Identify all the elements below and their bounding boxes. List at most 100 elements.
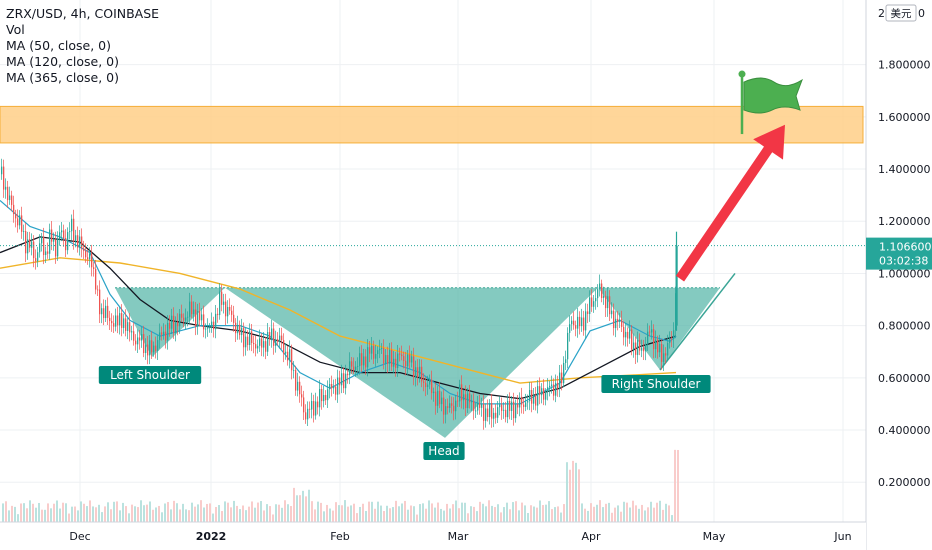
volume-bar [554, 507, 556, 522]
volume-bar [458, 508, 460, 522]
label-left-shoulder: Left Shoulder [98, 366, 202, 384]
volume-bar [371, 501, 373, 522]
volume-bar [113, 501, 115, 522]
volume-bar [629, 507, 631, 522]
volume-bar [317, 501, 319, 522]
candle-body [41, 237, 43, 244]
candle-body [397, 353, 399, 368]
candle-body [587, 311, 589, 314]
volume-bar [14, 506, 16, 522]
volume-bar [677, 449, 679, 522]
y-tick-label: 1.200000 [878, 215, 931, 228]
volume-bar [311, 501, 313, 522]
candle-body [505, 409, 507, 418]
candle-body [21, 215, 23, 232]
candle-body [23, 231, 25, 232]
candle-body [185, 317, 187, 321]
volume-bar [428, 500, 430, 522]
candle-body [113, 323, 115, 327]
volume-bar [44, 509, 46, 522]
volume-bar [449, 508, 451, 522]
y-tick-label: 0.600000 [878, 372, 931, 385]
candle-body [435, 391, 437, 406]
candle-body [629, 329, 631, 339]
volume-bar [185, 509, 187, 522]
candle-body [143, 334, 145, 353]
candle-body [67, 232, 69, 251]
volume-bar [443, 510, 445, 522]
candle-body [619, 319, 621, 322]
candle-body [219, 291, 221, 316]
volume-bar [122, 502, 124, 522]
candle-body [601, 283, 603, 299]
label-right-shoulder-text: Right Shoulder [612, 377, 701, 391]
candle-body [153, 345, 155, 353]
candle-body [227, 306, 229, 317]
candle-body [569, 324, 571, 333]
volume-bar [170, 509, 172, 522]
volume-bar [635, 505, 637, 522]
candle-body [511, 401, 513, 411]
candle-body [453, 405, 455, 412]
candle-body [321, 389, 323, 402]
candle-body [263, 341, 265, 348]
volume-bar [17, 514, 19, 522]
candle-body [123, 318, 125, 328]
volume-bar [245, 510, 247, 522]
x-tick-label: May [703, 530, 726, 543]
volume-bar [512, 502, 514, 522]
candle-body [127, 322, 129, 331]
volume-bar [395, 500, 397, 522]
candle-body [323, 395, 325, 402]
volume-bar [431, 503, 433, 522]
volume-bar [341, 505, 343, 522]
volume-bar [290, 506, 292, 522]
candle-body [297, 381, 299, 391]
volume-bar [278, 504, 280, 522]
candle-body [137, 337, 139, 345]
volume-bar [533, 506, 535, 522]
volume-bar [659, 500, 661, 522]
candle-body [187, 316, 189, 318]
volume-bar [161, 512, 163, 522]
volume-bar [665, 503, 667, 522]
candle-body [121, 313, 123, 328]
candle-body [265, 341, 267, 352]
candle-body [195, 309, 197, 327]
volume-bar [308, 489, 310, 522]
candle-body [527, 401, 529, 403]
candle-body [395, 358, 397, 368]
volume-bar [593, 506, 595, 522]
volume-bar [509, 509, 511, 522]
candle-body [653, 329, 655, 350]
y-tick-label: 1.800000 [878, 59, 931, 72]
volume-bar [338, 505, 340, 522]
candle-body [171, 315, 173, 329]
candle-body [11, 195, 13, 205]
volume-bar [20, 503, 22, 522]
volume-bar [218, 505, 220, 522]
volume-bar [497, 504, 499, 522]
candle-body [229, 306, 231, 311]
candle-body [61, 230, 63, 233]
candle-body [521, 396, 523, 405]
volume-bar [584, 508, 586, 522]
candle-body [577, 316, 579, 329]
candle-body [575, 325, 577, 329]
candle-body [465, 394, 467, 409]
volume-bar [182, 503, 184, 522]
volume-bar [143, 505, 145, 522]
legend-indicator-ma365: MA (365, close, 0) [6, 70, 119, 85]
candle-body [603, 295, 605, 299]
volume-bar [599, 500, 601, 522]
volume-bar [440, 508, 442, 522]
volume-bar [140, 500, 142, 522]
volume-bar [563, 504, 565, 522]
volume-bar [374, 508, 376, 522]
volume-bar [647, 507, 649, 522]
volume-bar [71, 506, 73, 522]
volume-bar [506, 502, 508, 522]
candle-body [649, 331, 651, 333]
volume-bar [365, 510, 367, 522]
